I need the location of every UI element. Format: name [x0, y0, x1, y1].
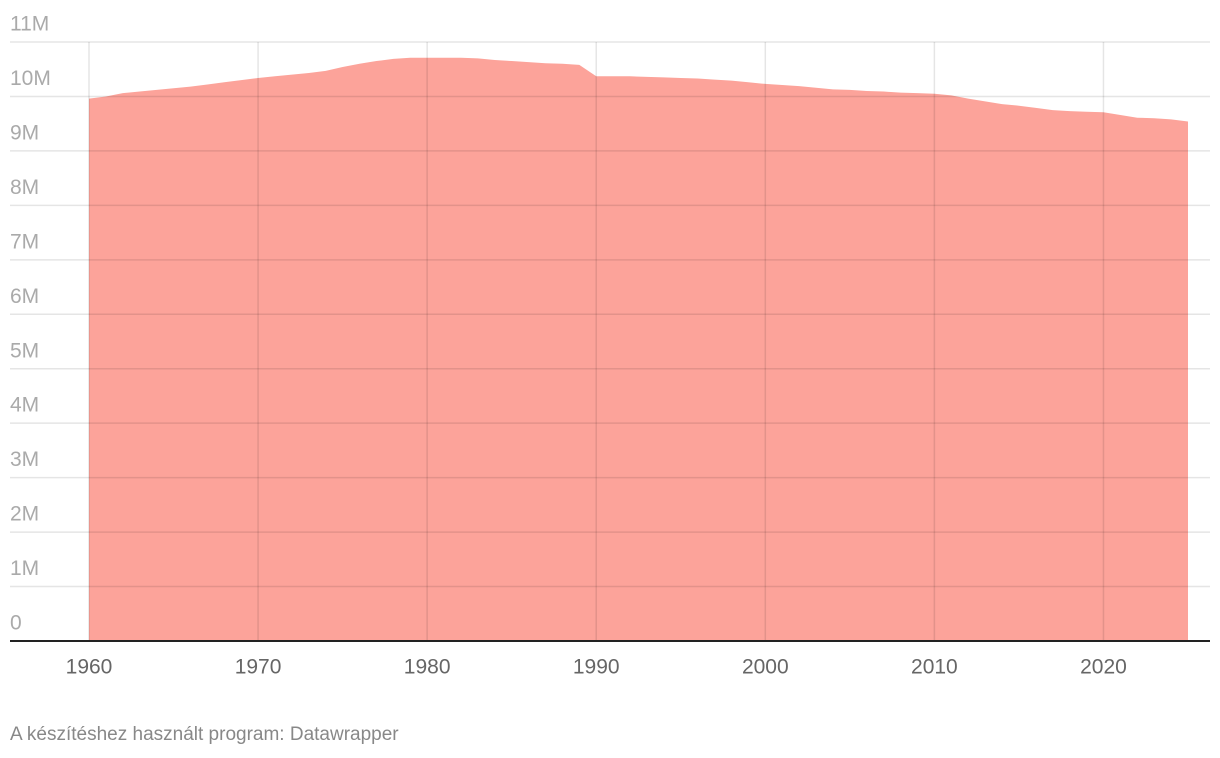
y-tick-label: 5M: [10, 339, 39, 362]
x-tick-label: 2010: [911, 656, 958, 679]
y-tick-label: 2M: [10, 503, 39, 526]
x-tick-label: 2000: [742, 656, 789, 679]
y-tick-label: 10M: [10, 67, 51, 90]
x-tick-label: 1990: [573, 656, 620, 679]
x-tick-label: 2020: [1080, 656, 1127, 679]
y-tick-label: 4M: [10, 394, 39, 417]
y-tick-label: 9M: [10, 121, 39, 144]
source-note: A készítéshez használt program: Datawrap…: [10, 724, 399, 745]
y-tick-label: 8M: [10, 176, 39, 199]
y-tick-label: 0: [10, 612, 22, 635]
x-tick-label: 1970: [235, 656, 282, 679]
y-tick-label: 11M: [10, 13, 49, 36]
y-tick-label: 7M: [10, 230, 39, 253]
x-tick-label: 1980: [404, 656, 451, 679]
y-tick-label: 1M: [10, 557, 39, 580]
y-tick-label: 3M: [10, 448, 39, 471]
x-tick-label: 1960: [66, 656, 113, 679]
area: [89, 57, 1188, 642]
y-tick-label: 6M: [10, 285, 39, 308]
